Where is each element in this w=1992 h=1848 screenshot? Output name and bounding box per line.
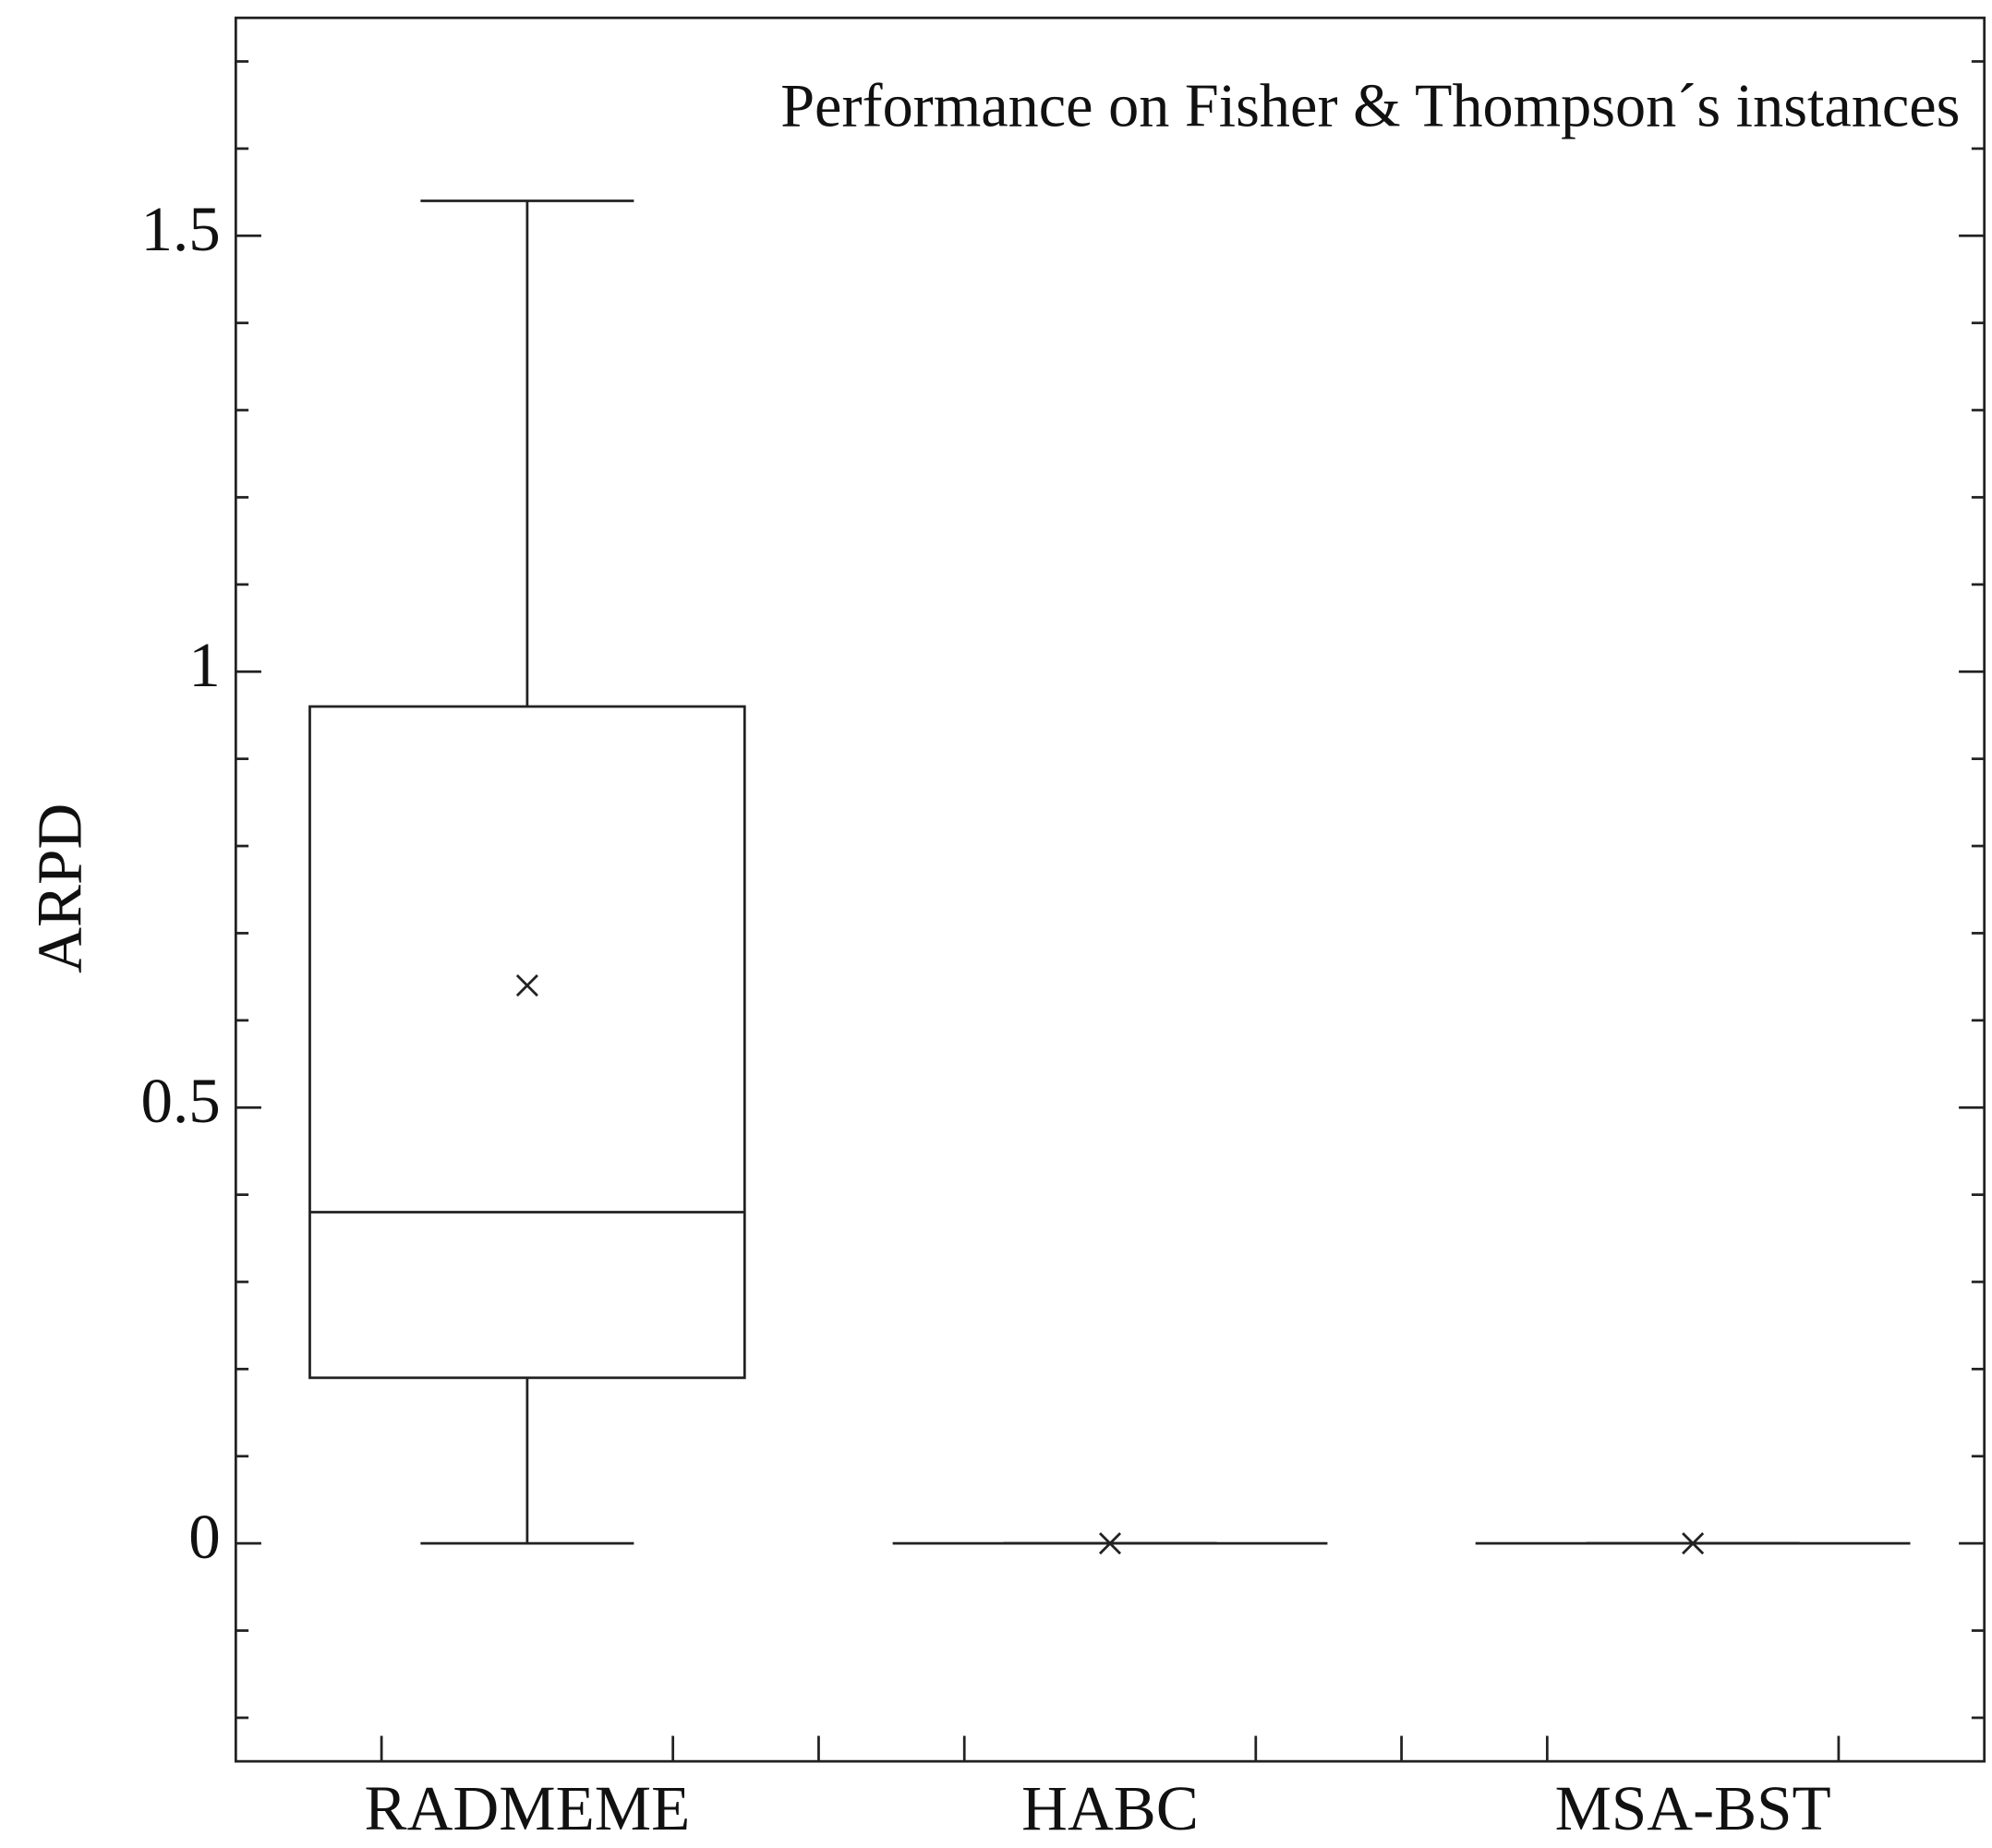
x-tick-label: HABC [1021, 1773, 1199, 1843]
y-tick-label: 1.5 [141, 194, 221, 264]
mean-marker [1682, 1532, 1705, 1555]
plot-frame [234, 16, 1986, 1763]
y-axis-label: ARPD [25, 803, 95, 973]
x-tick-label: MSA-BST [1555, 1773, 1831, 1843]
x-tick-label: RADMEME [365, 1773, 691, 1843]
y-tick-label: 0 [188, 1502, 221, 1572]
y-tick-label: 0.5 [141, 1066, 221, 1136]
y-tick-label: 1 [188, 630, 221, 700]
mean-marker [515, 974, 538, 997]
chart-title: Performance on Fisher & Thompson´s insta… [780, 73, 1960, 140]
mean-marker [1098, 1532, 1122, 1555]
box [308, 705, 746, 1380]
